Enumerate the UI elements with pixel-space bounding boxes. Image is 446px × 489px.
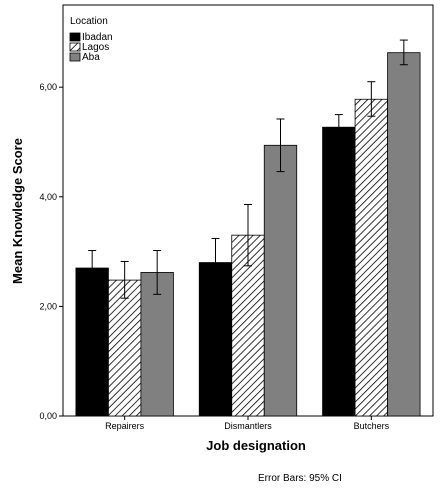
bar-aba-dismantlers — [263, 144, 298, 417]
legend-label-ibadan: Ibadan — [82, 32, 113, 43]
x-axis-title: Job designation — [206, 438, 306, 453]
legend-swatch-lagos — [69, 42, 81, 52]
bar-aba-repairers — [140, 272, 174, 417]
x-axis: Repairers Dismantlers Butchers — [105, 416, 390, 431]
legend-title: Location — [70, 16, 108, 27]
bar-ibadan-butchers — [322, 126, 356, 417]
legend-swatch-ibadan — [69, 32, 81, 42]
x-tick-label: Repairers — [105, 421, 145, 431]
legend-swatch-aba — [69, 52, 81, 62]
bar-lagos-repairers — [108, 279, 142, 417]
legend-label-aba: Aba — [82, 52, 100, 63]
y-tick-label: 2,00 — [39, 301, 57, 311]
bar-lagos-butchers — [354, 98, 388, 417]
x-tick-label: Dismantlers — [224, 421, 272, 431]
y-tick-label: 6,00 — [39, 82, 57, 92]
bar-ibadan-dismantlers — [198, 262, 233, 417]
footnote: Error Bars: 95% CI — [258, 473, 342, 484]
y-axis: 0,00 2,00 4,00 6,00 — [39, 82, 63, 421]
x-tick-label: Butchers — [354, 421, 390, 431]
bars-group — [75, 39, 421, 417]
bar-ibadan-repairers — [75, 267, 109, 417]
y-axis-title: Mean Knowledge Score — [10, 138, 25, 284]
y-tick-label: 4,00 — [39, 192, 57, 202]
y-tick-label: 0,00 — [39, 411, 57, 421]
legend-label-lagos: Lagos — [82, 42, 109, 53]
bar-aba-butchers — [387, 52, 421, 417]
